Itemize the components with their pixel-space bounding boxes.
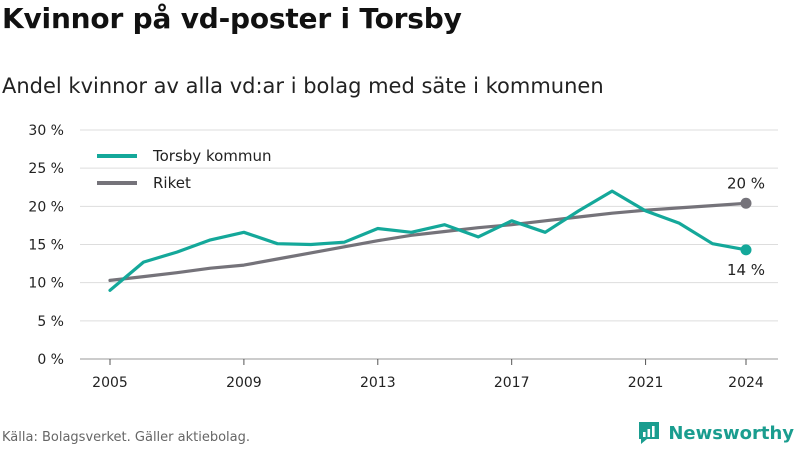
end-labels: 20 % 14 % [727, 174, 765, 279]
x-tick-label: 2017 [494, 375, 530, 391]
brand-name: Newsworthy [668, 422, 794, 444]
brand-logo: Newsworthy [636, 420, 794, 446]
legend-label: Torsby kommun [152, 147, 272, 165]
y-tick-label: 30 % [28, 123, 64, 139]
y-tick-label: 15 % [28, 238, 64, 254]
end-point-riket [740, 197, 752, 209]
y-tick-label: 25 % [28, 161, 64, 177]
line-chart: 0 % 5 % 10 % 15 % 20 % 25 % 30 % 2005 2009 2013 20… [28, 123, 778, 391]
series-line-riket [108, 201, 748, 282]
y-tick-label: 5 % [37, 314, 64, 330]
gridlines [80, 129, 778, 360]
legend-label: Riket [153, 174, 191, 192]
chart-subtitle: Andel kvinnor av alla vd:ar i bolag med … [2, 74, 604, 98]
y-tick-label: 0 % [37, 352, 64, 368]
x-tick-label: 2013 [360, 375, 396, 391]
y-tick-label: 10 % [28, 276, 64, 292]
x-tick-label: 2021 [628, 375, 664, 391]
end-label-torsby: 14 % [727, 261, 765, 279]
source-note: Källa: Bolagsverket. Gäller aktiebolag. [2, 430, 251, 445]
series-line-torsby [108, 189, 748, 292]
series-lines [108, 189, 752, 292]
x-tick-label: 2005 [92, 375, 128, 391]
newsworthy-icon [639, 422, 660, 444]
x-tick-label: 2024 [728, 375, 764, 391]
y-tick-label: 20 % [28, 199, 64, 215]
end-point-torsby [740, 244, 752, 256]
end-label-riket: 20 % [727, 174, 765, 192]
legend: Torsby kommun Riket [97, 147, 272, 192]
x-tick-label: 2009 [226, 375, 262, 391]
chart-title: Kvinnor på vd-poster i Torsby [2, 2, 462, 35]
axes: 0 % 5 % 10 % 15 % 20 % 25 % 30 % 2005 2009 2013 20… [28, 123, 763, 391]
